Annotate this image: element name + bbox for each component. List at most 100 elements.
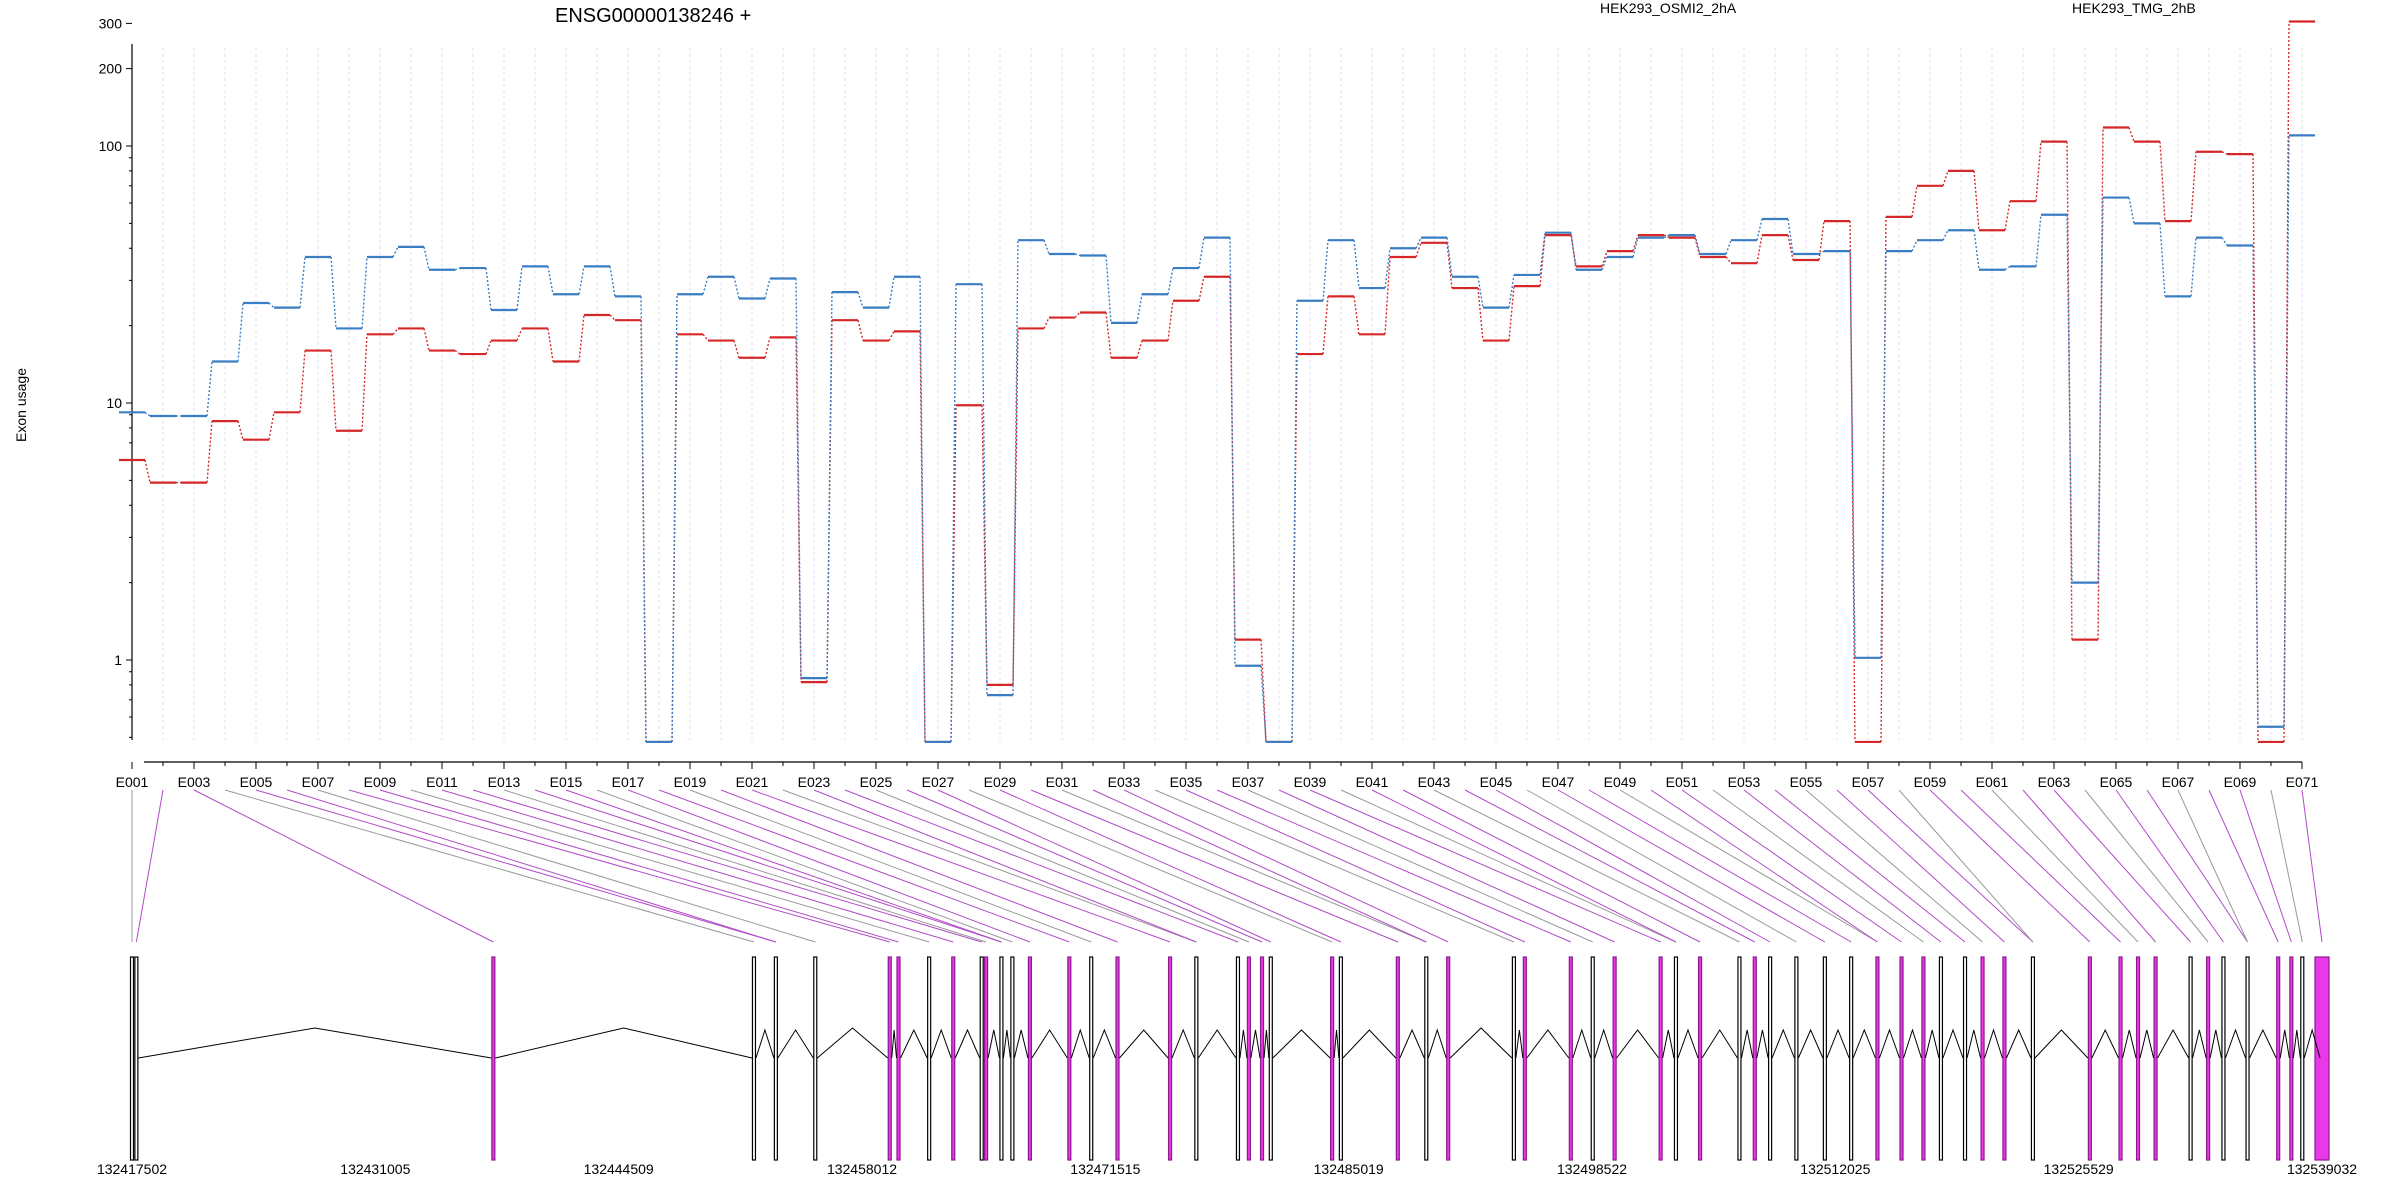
series-connector [1849,251,1856,658]
series-connector [1601,250,1608,267]
series-connector [919,276,926,742]
series-connector [919,331,926,742]
series-connector [981,284,988,696]
series-connector [485,267,492,311]
series-connector [1570,235,1577,267]
series-connector [1012,328,1019,685]
exon-block [773,956,778,1161]
exon-connector [1495,789,1771,943]
series-connector [1663,234,1670,239]
exon-connector [658,789,1070,943]
series-connector [1415,237,1422,249]
series-connector [237,420,244,440]
x-tick-label: E033 [1108,774,1141,790]
series-connector [2221,237,2228,246]
genomic-coordinate-label: 132471515 [1070,1161,1140,1177]
exon-block [1330,956,1335,1161]
exon-block [887,956,892,1161]
x-tick-label: E045 [1480,774,1513,790]
intron-line [987,1029,1000,1059]
exon-block [1027,956,1033,1161]
x-tick-label: E063 [2038,774,2071,790]
x-tick-label: E057 [1852,774,1885,790]
exon-connector [1030,789,1399,943]
intron-line [1070,1028,1090,1059]
intron-line [1924,1029,1940,1059]
exon-block [1395,956,1400,1161]
exon-connector [2146,789,2248,943]
x-tick-label: E039 [1294,774,1327,790]
exon-block [2276,956,2281,1161]
exon-connector [751,789,1171,943]
exon-connector [503,789,987,943]
exon-block [2206,956,2211,1161]
exon-block [1794,956,1799,1161]
x-tick-label: E031 [1046,774,1079,790]
intron-line [1272,1029,1331,1059]
exon-connector [2177,789,2248,943]
x-tick-label: E065 [2100,774,2133,790]
intron-line [1031,1029,1068,1059]
genomic-coordinate-label: 132485019 [1314,1161,1384,1177]
y-tick-label: 10 [106,395,122,411]
intron-line [2122,1029,2137,1059]
series-connector [1477,288,1484,341]
intron-line [1572,1028,1592,1059]
exon-block [1167,956,1173,1161]
exon-connector [1743,789,1942,943]
intron-line [2209,1029,2222,1059]
series-connector [1322,240,1329,301]
series-connector [764,278,771,299]
series-connector [516,266,523,311]
exon-connector [844,789,1239,943]
series-connector [2159,141,2166,222]
series-connector [1136,294,1143,323]
exon-connector [1805,789,1983,943]
exon-connector [441,789,954,943]
exon-connector [1123,789,1449,943]
intron-line [1616,1029,1660,1059]
exon-connector [2270,789,2303,943]
series-lines [118,20,2316,744]
series-connector [1725,256,1732,264]
x-tick-label: E053 [1728,774,1761,790]
exon-connector [1898,789,2034,943]
exon-connector [689,789,1092,943]
series-connector [1384,256,1391,335]
x-tick-label: E009 [364,774,397,790]
x-tick-label: E019 [674,774,707,790]
intron-line [1239,1029,1248,1059]
exon-connector [1340,789,1677,943]
x-tick-label: E069 [2224,774,2257,790]
exon-block [1268,956,1273,1161]
x-tick-label: E001 [116,774,149,790]
intron-line [2091,1028,2119,1059]
exon-connector [906,789,1263,943]
series-connector [547,328,554,362]
series-connector [857,320,864,341]
series-connector [1260,639,1267,742]
genomic-coordinate-label: 132458012 [827,1161,897,1177]
x-tick-label: E061 [1976,774,2009,790]
series-connector [1818,221,1825,261]
series-connector [299,256,306,308]
series-connector [144,459,151,483]
intron-line [1662,1029,1675,1059]
series-connector [1167,267,1174,295]
exon-connector [255,789,777,943]
intron-line [1197,1029,1237,1059]
intron-line [1677,1028,1699,1059]
exon-block [129,956,135,1161]
series-connector [1508,286,1515,341]
series-connector [1725,239,1732,255]
exon-connector [813,789,1197,943]
exon-block [1849,956,1854,1161]
exon-block [813,956,818,1161]
intron-line [495,1027,753,1059]
x-tick-label: E035 [1170,774,1203,790]
exon-block [2221,956,2226,1161]
series-connector [1043,239,1050,255]
exon-block [1511,956,1516,1161]
intron-line [1771,1028,1795,1059]
